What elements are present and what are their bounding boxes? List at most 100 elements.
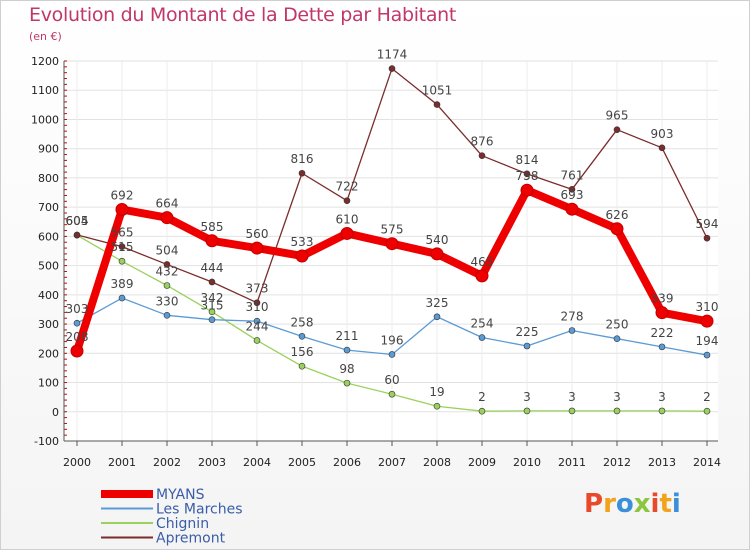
data-label: 585 xyxy=(201,220,224,234)
x-tick-label: 2014 xyxy=(693,456,721,469)
data-label: 664 xyxy=(156,197,179,211)
data-label: 758 xyxy=(516,169,539,183)
data-point xyxy=(568,327,576,334)
data-point xyxy=(658,144,666,152)
data-label: 225 xyxy=(516,325,539,339)
y-tick-label: 1000 xyxy=(31,113,59,126)
y-tick-label: 600 xyxy=(38,230,59,243)
data-label: 2 xyxy=(478,390,486,404)
data-label: 310 xyxy=(696,300,719,314)
data-point xyxy=(613,335,621,342)
data-point xyxy=(568,186,576,193)
data-point xyxy=(478,152,486,160)
data-point xyxy=(118,294,126,302)
data-label: 194 xyxy=(696,334,719,348)
data-point xyxy=(73,231,81,239)
data-label: 389 xyxy=(111,277,134,291)
data-label: 3 xyxy=(613,390,621,404)
y-tick-label: 800 xyxy=(38,172,59,185)
data-point xyxy=(343,346,351,354)
y-tick-label: 500 xyxy=(38,260,59,273)
data-label: 610 xyxy=(336,212,359,226)
data-label: 196 xyxy=(381,333,404,347)
data-label: 816 xyxy=(291,152,314,166)
data-label: 504 xyxy=(156,243,179,257)
data-label: 3 xyxy=(568,390,576,404)
data-label: 565 xyxy=(111,226,134,240)
data-label: 465 xyxy=(471,255,494,269)
data-label: 432 xyxy=(156,264,179,278)
data-label: 1051 xyxy=(422,84,453,98)
data-point xyxy=(478,334,486,341)
legend-entry: Chignin xyxy=(156,516,209,532)
chart-title: Evolution du Montant de la Dette par Hab… xyxy=(29,4,457,26)
x-tick-label: 2005 xyxy=(288,456,316,469)
data-label: 692 xyxy=(111,188,134,202)
data-label: 605 xyxy=(66,214,89,228)
data-label: 258 xyxy=(291,315,314,329)
data-label: 540 xyxy=(426,233,449,247)
data-point xyxy=(250,241,264,255)
data-point xyxy=(430,247,444,261)
data-label: 903 xyxy=(651,127,674,141)
y-tick-label: 100 xyxy=(38,377,59,390)
data-label: 2 xyxy=(703,390,711,404)
data-label: 373 xyxy=(246,282,269,296)
data-point xyxy=(565,202,579,216)
data-label: 814 xyxy=(516,153,539,167)
data-point xyxy=(118,243,126,250)
y-tick-label: 1200 xyxy=(31,55,59,68)
data-point xyxy=(298,333,306,340)
data-point xyxy=(388,65,396,72)
data-label: 339 xyxy=(651,292,674,306)
data-label: 604 xyxy=(66,214,89,228)
data-label: 1174 xyxy=(377,48,408,62)
data-point xyxy=(298,362,306,370)
data-point xyxy=(160,211,174,225)
data-label: 560 xyxy=(246,227,269,241)
y-tick-label: 900 xyxy=(38,143,59,156)
y-tick-label: 1100 xyxy=(31,84,59,97)
data-point xyxy=(340,226,354,240)
data-label: 722 xyxy=(336,180,359,194)
data-point xyxy=(523,342,531,350)
data-point xyxy=(343,379,351,387)
data-label: 222 xyxy=(651,326,674,340)
chart-unit: (en €) xyxy=(29,30,62,43)
data-point xyxy=(655,306,669,320)
data-point xyxy=(343,197,351,205)
data-point xyxy=(433,402,441,410)
x-tick-label: 2001 xyxy=(108,456,136,469)
data-point xyxy=(208,308,216,316)
legend-entry: Les Marches xyxy=(156,502,243,518)
data-point xyxy=(208,316,216,323)
data-label: 444 xyxy=(201,261,224,275)
data-label: 19 xyxy=(429,385,444,399)
legend-entry: MYANS xyxy=(156,487,205,503)
data-point xyxy=(385,237,399,251)
data-point xyxy=(163,282,171,289)
data-point xyxy=(610,222,624,236)
y-tick-label: 400 xyxy=(38,289,59,302)
x-tick-label: 2012 xyxy=(603,456,631,469)
y-tick-label: 700 xyxy=(38,201,59,214)
data-label: 3 xyxy=(523,390,531,404)
data-label: 303 xyxy=(66,302,89,316)
data-point xyxy=(703,407,711,415)
data-point xyxy=(205,234,219,248)
data-label: 3 xyxy=(658,390,666,404)
data-point xyxy=(703,234,711,242)
data-label: 60 xyxy=(384,373,399,387)
data-label: 310 xyxy=(246,300,269,314)
data-point xyxy=(658,343,666,351)
data-point xyxy=(253,317,261,325)
data-label: 156 xyxy=(291,345,314,359)
y-tick-label: 0 xyxy=(52,406,59,419)
legend-entry: Apremont xyxy=(156,531,226,547)
data-point xyxy=(115,202,129,216)
x-tick-label: 2011 xyxy=(558,456,586,469)
data-point xyxy=(568,407,576,415)
plot-area xyxy=(64,61,718,441)
